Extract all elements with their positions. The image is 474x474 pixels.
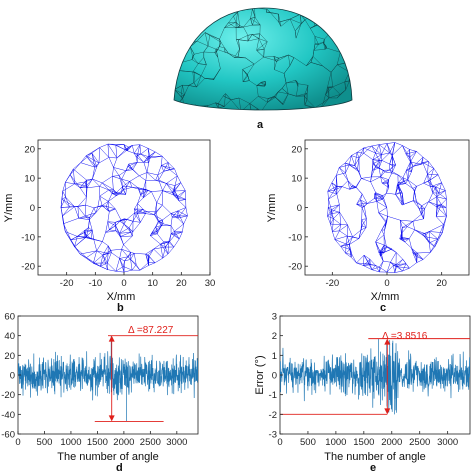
hemisphere-mesh — [174, 8, 352, 110]
panel-b-xlabel: X/mm — [107, 291, 136, 303]
panel-c-ylabel: Y/mm — [266, 194, 278, 223]
panel-d: Δ =87.227 0 500 1000 1500 2000 2500 3000 60 40 20… — [1, 312, 199, 474]
x-tick-label: -20 — [60, 278, 74, 289]
x-tick-label: 0 — [384, 278, 389, 289]
panel-b: -20 -10 0 10 20 30 20 10 0 -10 -20 X/mm Y/mm b — [3, 139, 215, 314]
panel-c-ticks: -20 0 20 20 10 0 -10 -20 — [288, 144, 447, 289]
annotation-arrow-head-up — [108, 335, 115, 342]
panel-e-ticks: 0 500 1000 1500 2000 2500 3000 3 2 1 0 -1 -2 -3 — [269, 312, 459, 449]
x-tick-label: 20 — [436, 278, 447, 289]
panel-c-xlabel: X/mm — [371, 291, 400, 303]
panel-d-annotation: Δ =87.227 — [128, 325, 174, 336]
y-tick-label: 2 — [272, 331, 277, 342]
y-tick-label: -40 — [1, 410, 15, 421]
y-tick-label: -3 — [269, 430, 277, 441]
x-tick-label: 2000 — [113, 437, 134, 448]
y-tick-label: 10 — [24, 174, 35, 185]
y-tick-label: 0 — [30, 203, 35, 214]
panel-b-ylabel: Y/mm — [3, 194, 15, 223]
mesh-edges — [60, 143, 188, 273]
panel-e: Δ =3.8516 0 500 1000 1500 2000 2500 3000 3 2 1 0 -1… — [254, 312, 471, 474]
y-tick-label: -20 — [21, 262, 35, 273]
y-tick-label: 40 — [4, 331, 15, 342]
signal-trace — [280, 338, 470, 415]
annotation-arrow-head-down — [108, 415, 115, 422]
panel-d-xlabel: The number of angle — [57, 451, 159, 463]
panel-e-annotation-marks — [280, 338, 470, 415]
x-tick-label: -20 — [325, 278, 339, 289]
x-tick-label: 500 — [37, 437, 53, 448]
x-tick-label: 10 — [147, 278, 158, 289]
mesh-c — [327, 142, 447, 273]
y-tick-label: 60 — [4, 312, 15, 323]
panel-b-ticks: -20 -10 0 10 20 30 20 10 0 -10 -20 — [21, 144, 215, 289]
panel-c-label: c — [380, 302, 386, 314]
panel-e-xlabel: The number of angle — [324, 451, 426, 463]
y-tick-label: 20 — [291, 144, 302, 155]
x-tick-label: 2500 — [409, 437, 430, 448]
x-tick-label: 0 — [121, 278, 126, 289]
panel-e-label: e — [370, 462, 376, 474]
x-tick-label: 2000 — [381, 437, 402, 448]
y-tick-label: 0 — [272, 371, 277, 382]
signal-d — [18, 335, 198, 422]
x-tick-label: 3000 — [166, 437, 187, 448]
panel-d-ticks: 0 500 1000 1500 2000 2500 3000 60 40 20 0 -20 -40 -60 — [1, 312, 187, 449]
mesh-edges — [327, 142, 447, 273]
x-tick-label: 1000 — [325, 437, 346, 448]
y-tick-label: 1 — [272, 351, 277, 362]
x-tick-label: 0 — [15, 437, 20, 448]
panel-a-label: a — [257, 119, 264, 131]
y-tick-label: 0 — [297, 203, 302, 214]
x-tick-label: -10 — [88, 278, 102, 289]
panel-d-annotation-marks — [94, 335, 198, 422]
x-tick-label: 1500 — [87, 437, 108, 448]
panel-a: a — [173, 7, 353, 131]
x-tick-label: 500 — [300, 437, 316, 448]
x-tick-label: 1000 — [60, 437, 81, 448]
x-tick-label: 3000 — [437, 437, 458, 448]
y-tick-label: -10 — [288, 232, 302, 243]
y-tick-label: 3 — [272, 312, 277, 323]
panel-e-annotation: Δ =3.8516 — [382, 331, 428, 342]
x-tick-label: 0 — [277, 437, 282, 448]
y-tick-label: -10 — [21, 232, 35, 243]
panel-d-label: d — [116, 462, 123, 474]
annotation-arrow-head-down — [384, 408, 391, 415]
y-tick-label: -2 — [269, 410, 277, 421]
y-tick-label: -20 — [288, 262, 302, 273]
annotation-arrow-head-up — [384, 338, 391, 345]
mesh-b — [60, 143, 188, 273]
y-tick-label: 20 — [4, 351, 15, 362]
x-tick-label: 20 — [176, 278, 187, 289]
signal-trace — [18, 335, 198, 422]
panel-c: -20 0 20 20 10 0 -10 -20 X/mm Y/mm c — [266, 139, 470, 314]
x-tick-label: 2500 — [140, 437, 161, 448]
panel-e-ylabel: Error (°) — [254, 355, 266, 394]
y-tick-label: 20 — [24, 144, 35, 155]
y-tick-label: -60 — [1, 430, 15, 441]
y-tick-label: -20 — [1, 390, 15, 401]
signal-e — [280, 338, 470, 415]
x-tick-label: 1500 — [353, 437, 374, 448]
y-tick-label: -1 — [269, 390, 277, 401]
y-tick-label: 0 — [10, 371, 15, 382]
x-tick-label: 30 — [205, 278, 216, 289]
panel-b-label: b — [117, 302, 124, 314]
y-tick-label: 10 — [291, 174, 302, 185]
